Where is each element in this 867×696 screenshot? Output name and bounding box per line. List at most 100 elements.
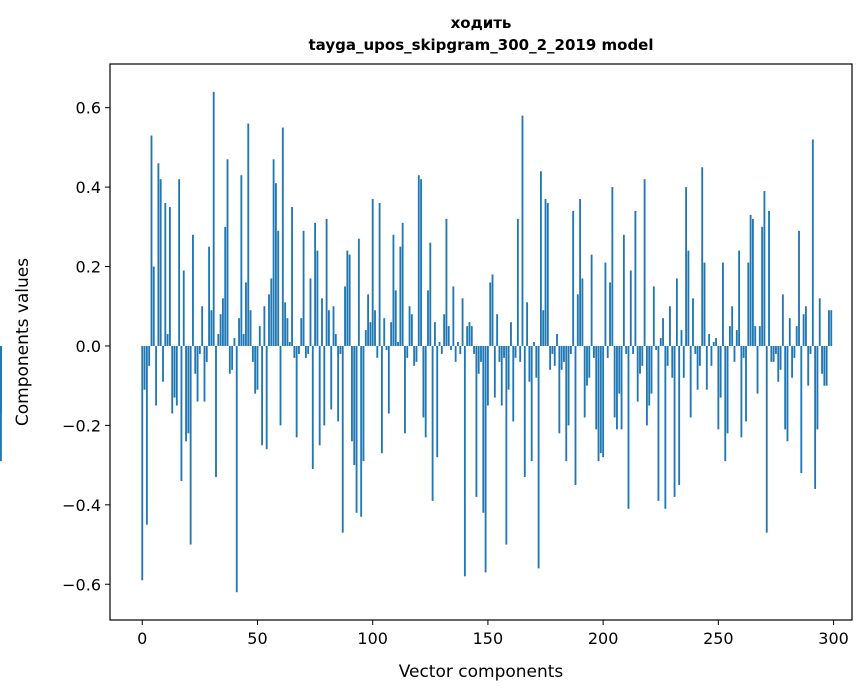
bar-169 bbox=[530, 345, 533, 462]
bar-244 bbox=[703, 262, 706, 346]
bar-285 bbox=[798, 230, 800, 346]
bar-16 bbox=[178, 179, 181, 346]
bar-177 bbox=[549, 345, 552, 370]
bar-157 bbox=[503, 345, 505, 358]
bar-198 bbox=[597, 345, 600, 462]
bar-148 bbox=[482, 345, 485, 513]
bar-171 bbox=[535, 345, 538, 378]
bar-277 bbox=[779, 345, 782, 370]
bar-74 bbox=[311, 345, 314, 470]
bar-248 bbox=[712, 342, 715, 346]
bar-210 bbox=[625, 345, 628, 354]
bar-147 bbox=[480, 345, 482, 362]
bar-219 bbox=[645, 345, 648, 426]
bar-128 bbox=[436, 345, 439, 458]
bar-114 bbox=[404, 345, 406, 434]
bar-71 bbox=[304, 345, 307, 358]
bar-66 bbox=[293, 345, 296, 358]
bar-206 bbox=[616, 345, 618, 430]
y-tick-label: −0.2 bbox=[62, 416, 101, 435]
bar-251 bbox=[719, 345, 722, 398]
bar-179 bbox=[553, 345, 556, 366]
bar-108 bbox=[390, 322, 393, 346]
bar-138 bbox=[459, 345, 462, 354]
bar-266 bbox=[754, 326, 757, 346]
bar-81 bbox=[327, 310, 330, 346]
bar-224 bbox=[657, 345, 660, 501]
y-tick-label: 0.4 bbox=[76, 178, 101, 197]
bar-111 bbox=[397, 342, 399, 346]
bar-265 bbox=[751, 218, 754, 346]
bar-196 bbox=[592, 345, 595, 358]
bar-35 bbox=[221, 298, 224, 346]
bar-series bbox=[0, 91, 833, 593]
bar-186 bbox=[569, 345, 572, 354]
bar-197 bbox=[595, 345, 598, 430]
bar-253 bbox=[724, 345, 727, 462]
bar-14 bbox=[173, 345, 176, 398]
bar-119 bbox=[415, 345, 418, 362]
bar-234 bbox=[680, 330, 683, 346]
bar-116 bbox=[408, 306, 411, 346]
bar-2 bbox=[145, 345, 148, 525]
bar-109 bbox=[392, 234, 395, 346]
bar-175 bbox=[544, 199, 547, 346]
bar-242 bbox=[698, 345, 701, 366]
bar-276 bbox=[777, 345, 780, 382]
bar-217 bbox=[641, 345, 644, 366]
bar-273 bbox=[770, 345, 773, 362]
bar-238 bbox=[689, 345, 692, 418]
bar-159 bbox=[507, 345, 510, 390]
bar-173 bbox=[539, 171, 542, 346]
bar-201 bbox=[604, 262, 607, 346]
bar-142 bbox=[468, 322, 471, 346]
bar-86 bbox=[339, 345, 342, 354]
bar-282 bbox=[791, 345, 794, 378]
bar-121 bbox=[420, 179, 423, 346]
bar-239 bbox=[692, 298, 694, 346]
bar-231 bbox=[673, 345, 676, 497]
plot-frame bbox=[109, 63, 853, 621]
bar-134 bbox=[450, 345, 452, 350]
bar-98 bbox=[367, 294, 370, 346]
x-tick-label: 100 bbox=[357, 629, 388, 648]
bar-21 bbox=[189, 345, 192, 545]
bar-85 bbox=[337, 345, 340, 422]
bar-97 bbox=[364, 330, 367, 346]
bar-144 bbox=[473, 345, 476, 354]
bar-160 bbox=[510, 322, 512, 346]
bar-15 bbox=[175, 345, 178, 406]
bar-168 bbox=[528, 345, 531, 382]
bar-4 bbox=[150, 135, 153, 346]
bar-56 bbox=[270, 278, 273, 346]
bar-92 bbox=[353, 345, 356, 466]
bar-27 bbox=[203, 345, 206, 402]
bar-270 bbox=[763, 191, 766, 346]
bar-260 bbox=[740, 345, 743, 438]
bar-165 bbox=[521, 115, 524, 346]
bar-48 bbox=[251, 345, 254, 362]
bar-45 bbox=[245, 282, 247, 346]
bar-262 bbox=[745, 345, 747, 422]
bar-261 bbox=[742, 345, 745, 358]
bar-163 bbox=[516, 218, 519, 346]
bar-13 bbox=[171, 345, 174, 414]
bar-0 bbox=[141, 345, 144, 581]
bar-208 bbox=[620, 345, 623, 430]
bar-137 bbox=[457, 342, 459, 346]
bar-279 bbox=[784, 345, 787, 430]
bar-258 bbox=[735, 330, 738, 346]
bar-156 bbox=[500, 345, 503, 406]
bar-100 bbox=[371, 199, 374, 346]
bar-43 bbox=[240, 175, 243, 346]
bar-64 bbox=[288, 342, 291, 346]
bar-187 bbox=[572, 210, 575, 346]
bar-245 bbox=[705, 345, 708, 390]
bar-202 bbox=[606, 345, 609, 358]
bar-185 bbox=[567, 345, 570, 426]
x-tick-label: 150 bbox=[473, 629, 504, 648]
bar-54 bbox=[265, 345, 268, 450]
bar-72 bbox=[307, 345, 310, 354]
bar-70 bbox=[302, 230, 305, 346]
